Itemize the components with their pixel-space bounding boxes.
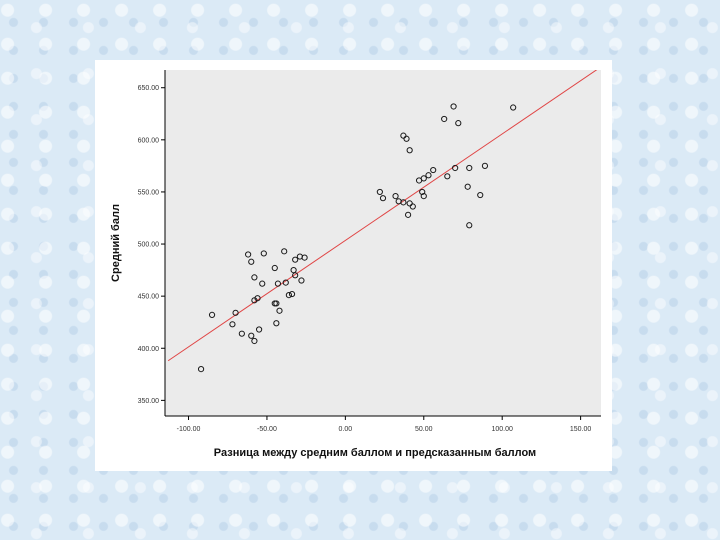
- data-point: [254, 295, 261, 302]
- data-point: [197, 366, 205, 373]
- y-axis: 350.00 400.00 450.00 500.00 550.00 600.00 650.…: [138, 70, 166, 416]
- data-point: [232, 309, 239, 316]
- trend-line: [167, 70, 598, 362]
- data-point: [444, 173, 451, 180]
- data-point: [419, 188, 426, 196]
- data-point: [251, 274, 258, 281]
- plot-marks: [167, 70, 598, 373]
- data-point: [430, 166, 437, 174]
- x-tick-label: -50.00: [257, 426, 277, 433]
- data-point: [282, 279, 289, 286]
- y-tick-label: 350.00: [138, 398, 160, 405]
- chart-panel: -100.00 -50.00 0.00 50.00 100.00 150.00 350.0…: [95, 60, 612, 471]
- data-point: [477, 191, 484, 199]
- data-point: [229, 321, 236, 328]
- data-point: [481, 162, 489, 169]
- data-point: [406, 147, 413, 154]
- data-point: [281, 248, 288, 255]
- data-point: [251, 337, 258, 345]
- data-point: [376, 188, 383, 196]
- data-point: [298, 277, 305, 284]
- data-point: [276, 307, 283, 314]
- data-point: [464, 183, 471, 190]
- y-tick-label: 550.00: [138, 189, 160, 196]
- y-tick-label: 500.00: [138, 242, 160, 249]
- data-point: [403, 135, 410, 142]
- data-point: [274, 280, 282, 287]
- data-point: [248, 258, 255, 265]
- y-tick-label: 450.00: [138, 294, 160, 301]
- plot-inner: [167, 70, 598, 373]
- data-point: [420, 175, 427, 182]
- x-tick-label: -100.00: [177, 426, 201, 433]
- x-tick-label: 150.00: [570, 426, 592, 433]
- x-tick-label: 0.00: [339, 426, 353, 433]
- y-tick-label: 600.00: [138, 137, 160, 144]
- data-point: [260, 250, 267, 257]
- data-point: [273, 320, 280, 327]
- y-tick-label: 400.00: [138, 346, 160, 353]
- x-axis: -100.00 -50.00 0.00 50.00 100.00 150.00: [165, 415, 601, 433]
- data-point: [400, 132, 407, 139]
- x-tick-label: 100.00: [491, 426, 513, 433]
- data-point: [466, 222, 473, 229]
- data-point: [292, 272, 299, 279]
- plot-area: [165, 70, 601, 416]
- data-point: [259, 280, 266, 287]
- data-point: [452, 164, 459, 172]
- scatter-chart: -100.00 -50.00 0.00 50.00 100.00 150.00 350.0…: [110, 70, 601, 459]
- y-axis-title: Средний балл: [110, 204, 122, 282]
- data-point: [285, 292, 292, 299]
- y-tick-label: 650.00: [138, 85, 160, 92]
- data-point: [288, 290, 296, 298]
- data-point: [273, 300, 280, 307]
- data-point: [256, 326, 263, 333]
- data-point: [441, 115, 448, 123]
- data-point: [248, 332, 255, 339]
- data-point: [510, 104, 517, 111]
- data-point: [271, 264, 278, 272]
- x-tick-label: 50.00: [415, 426, 433, 433]
- data-point: [404, 211, 412, 218]
- data-point: [208, 311, 216, 319]
- data-point: [238, 330, 245, 337]
- data-point: [245, 251, 252, 258]
- data-point: [379, 195, 387, 202]
- data-point: [301, 254, 308, 261]
- x-axis-title: Разница между средним баллом и предсказа…: [214, 447, 536, 459]
- data-point: [409, 203, 416, 210]
- data-point: [425, 172, 432, 179]
- data-point: [400, 199, 407, 206]
- data-point: [406, 200, 413, 207]
- data-point: [455, 120, 462, 127]
- data-point: [420, 193, 427, 200]
- data-point: [466, 164, 473, 172]
- data-point: [450, 103, 457, 110]
- data-point: [392, 193, 399, 200]
- data-point: [292, 256, 299, 263]
